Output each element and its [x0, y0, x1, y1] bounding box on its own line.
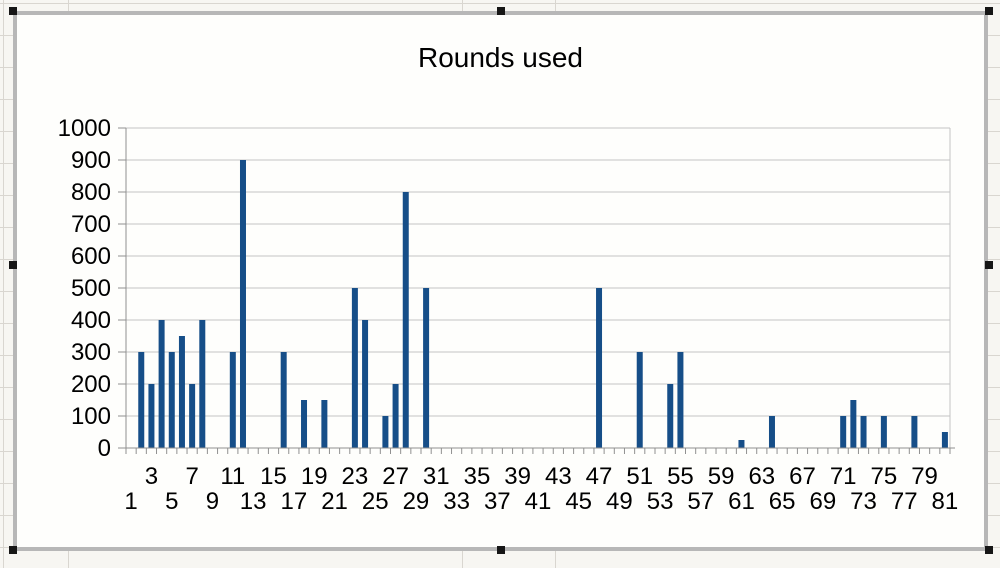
selection-handle-bottom-left[interactable] [9, 546, 17, 554]
selection-handle-bottom-middle[interactable] [497, 546, 505, 554]
selection-handle-top-right[interactable] [985, 7, 993, 15]
selection-handle-bottom-right[interactable] [985, 546, 993, 554]
selection-handle-mid-right[interactable] [985, 261, 993, 269]
sheet-column-gridline [3, 0, 4, 568]
chart-object[interactable]: Rounds used [13, 11, 988, 551]
selection-handle-top-left[interactable] [9, 7, 17, 15]
selection-handle-mid-left[interactable] [9, 261, 17, 269]
selection-handle-top-middle[interactable] [497, 7, 505, 15]
chart-title: Rounds used [417, 42, 583, 73]
